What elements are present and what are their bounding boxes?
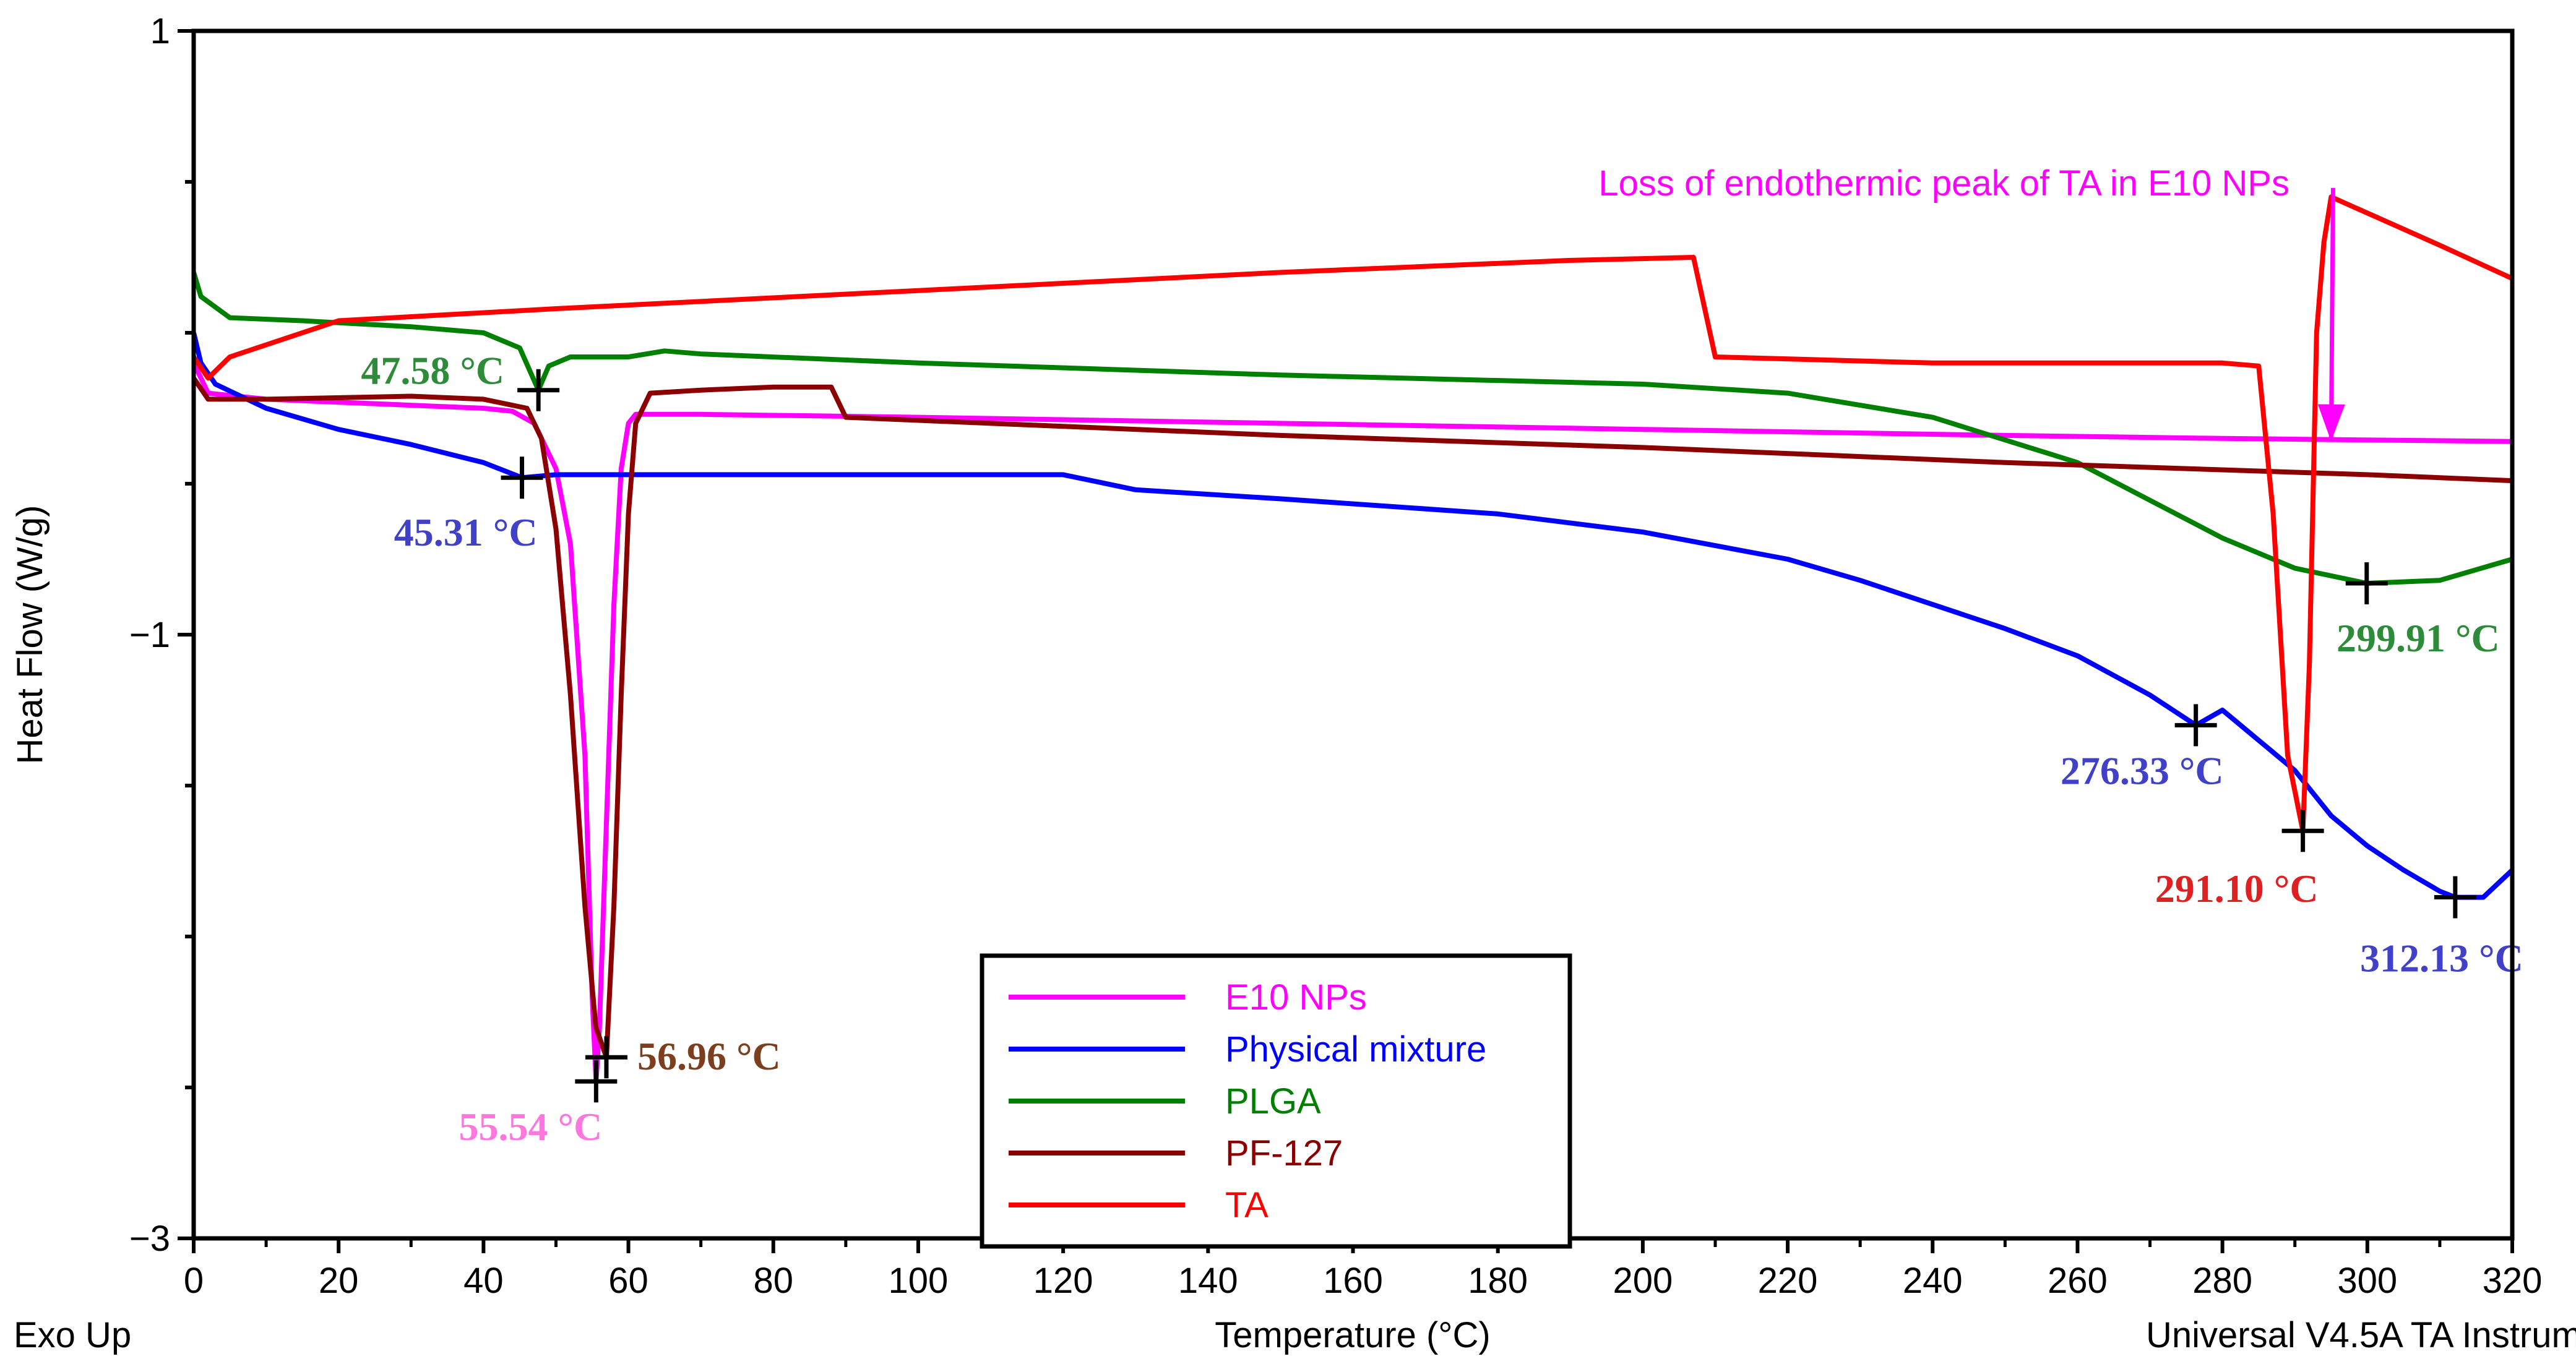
peak-label-55-54: 55.54 °C [459,1105,603,1149]
peak-label-312-13: 312.13 °C [2360,937,2523,980]
x-tick-label: 180 [1468,1261,1528,1301]
y-tick-label: −1 [129,615,170,655]
x-tick-label: 240 [1903,1261,1963,1301]
x-tick-label: 0 [184,1261,204,1301]
annotation-text: Loss of endothermic peak of TA in E10 NP… [1598,163,2290,204]
y-tick-label: −3 [129,1219,170,1259]
peak-label-276-33: 276.33 °C [2061,748,2224,792]
legend-items: E10 NPs Physical mixture PLGA PF-127 TA [1009,977,1486,1225]
peak-label-45-31: 45.31 °C [394,510,538,554]
x-tick-label: 200 [1613,1261,1673,1301]
exo-up-label: Exo Up [14,1315,131,1355]
legend-label-physical-mixture: Physical mixture [1225,1029,1486,1070]
x-tick-label: 60 [608,1261,648,1301]
series-line-ta [191,194,2514,834]
y-axis-title: Heat Flow (W/g) [10,505,50,765]
series-line-plga [191,272,2514,586]
peak-label-47-58: 47.58 °C [361,349,504,393]
annotation-arrowhead [2317,404,2345,442]
legend-label-ta: TA [1225,1185,1269,1225]
x-axis-title: Temperature (°C) [1215,1315,1490,1355]
x-tick-label: 300 [2337,1261,2397,1301]
annotation-arrow [2328,187,2335,442]
peak-marker-layer: 47.58 °C 45.31 °C 55.54 °C 56.96 °C 276.33 °… [361,349,2523,1149]
x-tick-label: 80 [753,1261,793,1301]
legend-label-plga: PLGA [1225,1081,1321,1121]
series-line-physical-mixture [191,332,2514,900]
peak-label-56-96: 56.96 °C [637,1034,781,1078]
x-tick-label: 320 [2483,1261,2543,1301]
annotation: Loss of endothermic peak of TA in E10 NP… [1598,163,2345,442]
peak-label-299-91: 299.91 °C [2337,616,2500,660]
peak-label-291-10: 291.10 °C [2155,867,2319,911]
x-tick-label: 260 [2048,1261,2108,1301]
x-tick-label: 220 [1758,1261,1818,1301]
x-tick-label: 280 [2192,1261,2252,1301]
x-tick-label: 20 [319,1261,359,1301]
x-tick-label: 140 [1178,1261,1238,1301]
axis-layer: 0 20 40 60 80 100 120 140 160 180 200 220 240 260 280 3… [129,11,2543,1301]
series-layer [191,194,2514,1084]
series-line-e10-nps [191,362,2513,1084]
legend-label-pf-127: PF-127 [1225,1133,1343,1173]
instrument-label: Universal V4.5A TA Instruments [2146,1315,2576,1355]
x-tick-label: 120 [1033,1261,1093,1301]
series-line-pf-127 [191,376,2513,1060]
legend-label-e10-nps: E10 NPs [1225,977,1367,1018]
legend: E10 NPs Physical mixture PLGA PF-127 TA [980,953,1572,1249]
x-tick-label: 160 [1323,1261,1383,1301]
y-tick-label: 1 [150,11,170,51]
x-tick-label: 40 [463,1261,504,1301]
x-tick-label: 100 [889,1261,949,1301]
